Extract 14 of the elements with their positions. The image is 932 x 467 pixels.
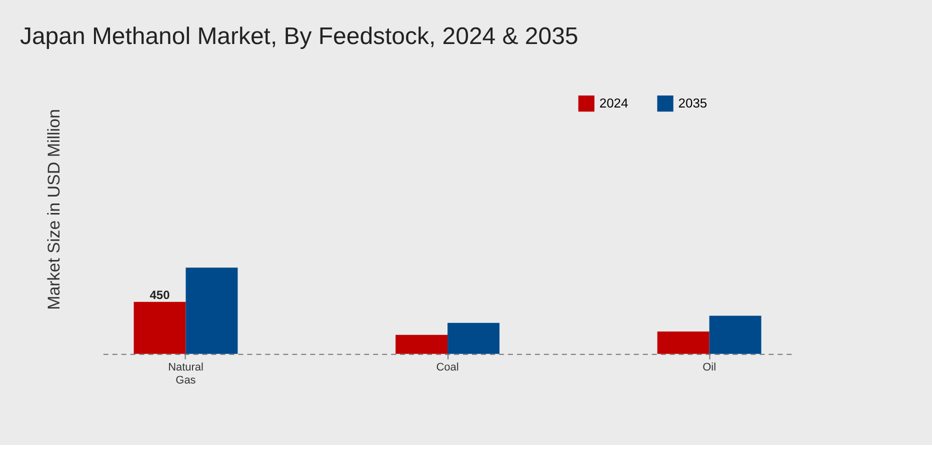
data-label: 450 xyxy=(150,288,170,302)
x-tick-label: Natural Gas xyxy=(168,361,204,386)
x-tick-label: Oil xyxy=(702,361,716,374)
bar xyxy=(709,316,762,354)
bar xyxy=(396,334,448,354)
bar xyxy=(657,332,710,354)
legend-label: 2024 xyxy=(599,96,628,111)
bar xyxy=(448,322,500,354)
y-axis-title: Market Size in USD Million xyxy=(44,109,64,310)
legend-label: 2035 xyxy=(678,96,708,111)
bar xyxy=(186,268,238,354)
x-tick-label: Coal xyxy=(436,361,459,374)
bar xyxy=(134,302,186,354)
chart-title: Japan Methanol Market, By Feedstock, 2024 & 2035 xyxy=(20,23,578,50)
